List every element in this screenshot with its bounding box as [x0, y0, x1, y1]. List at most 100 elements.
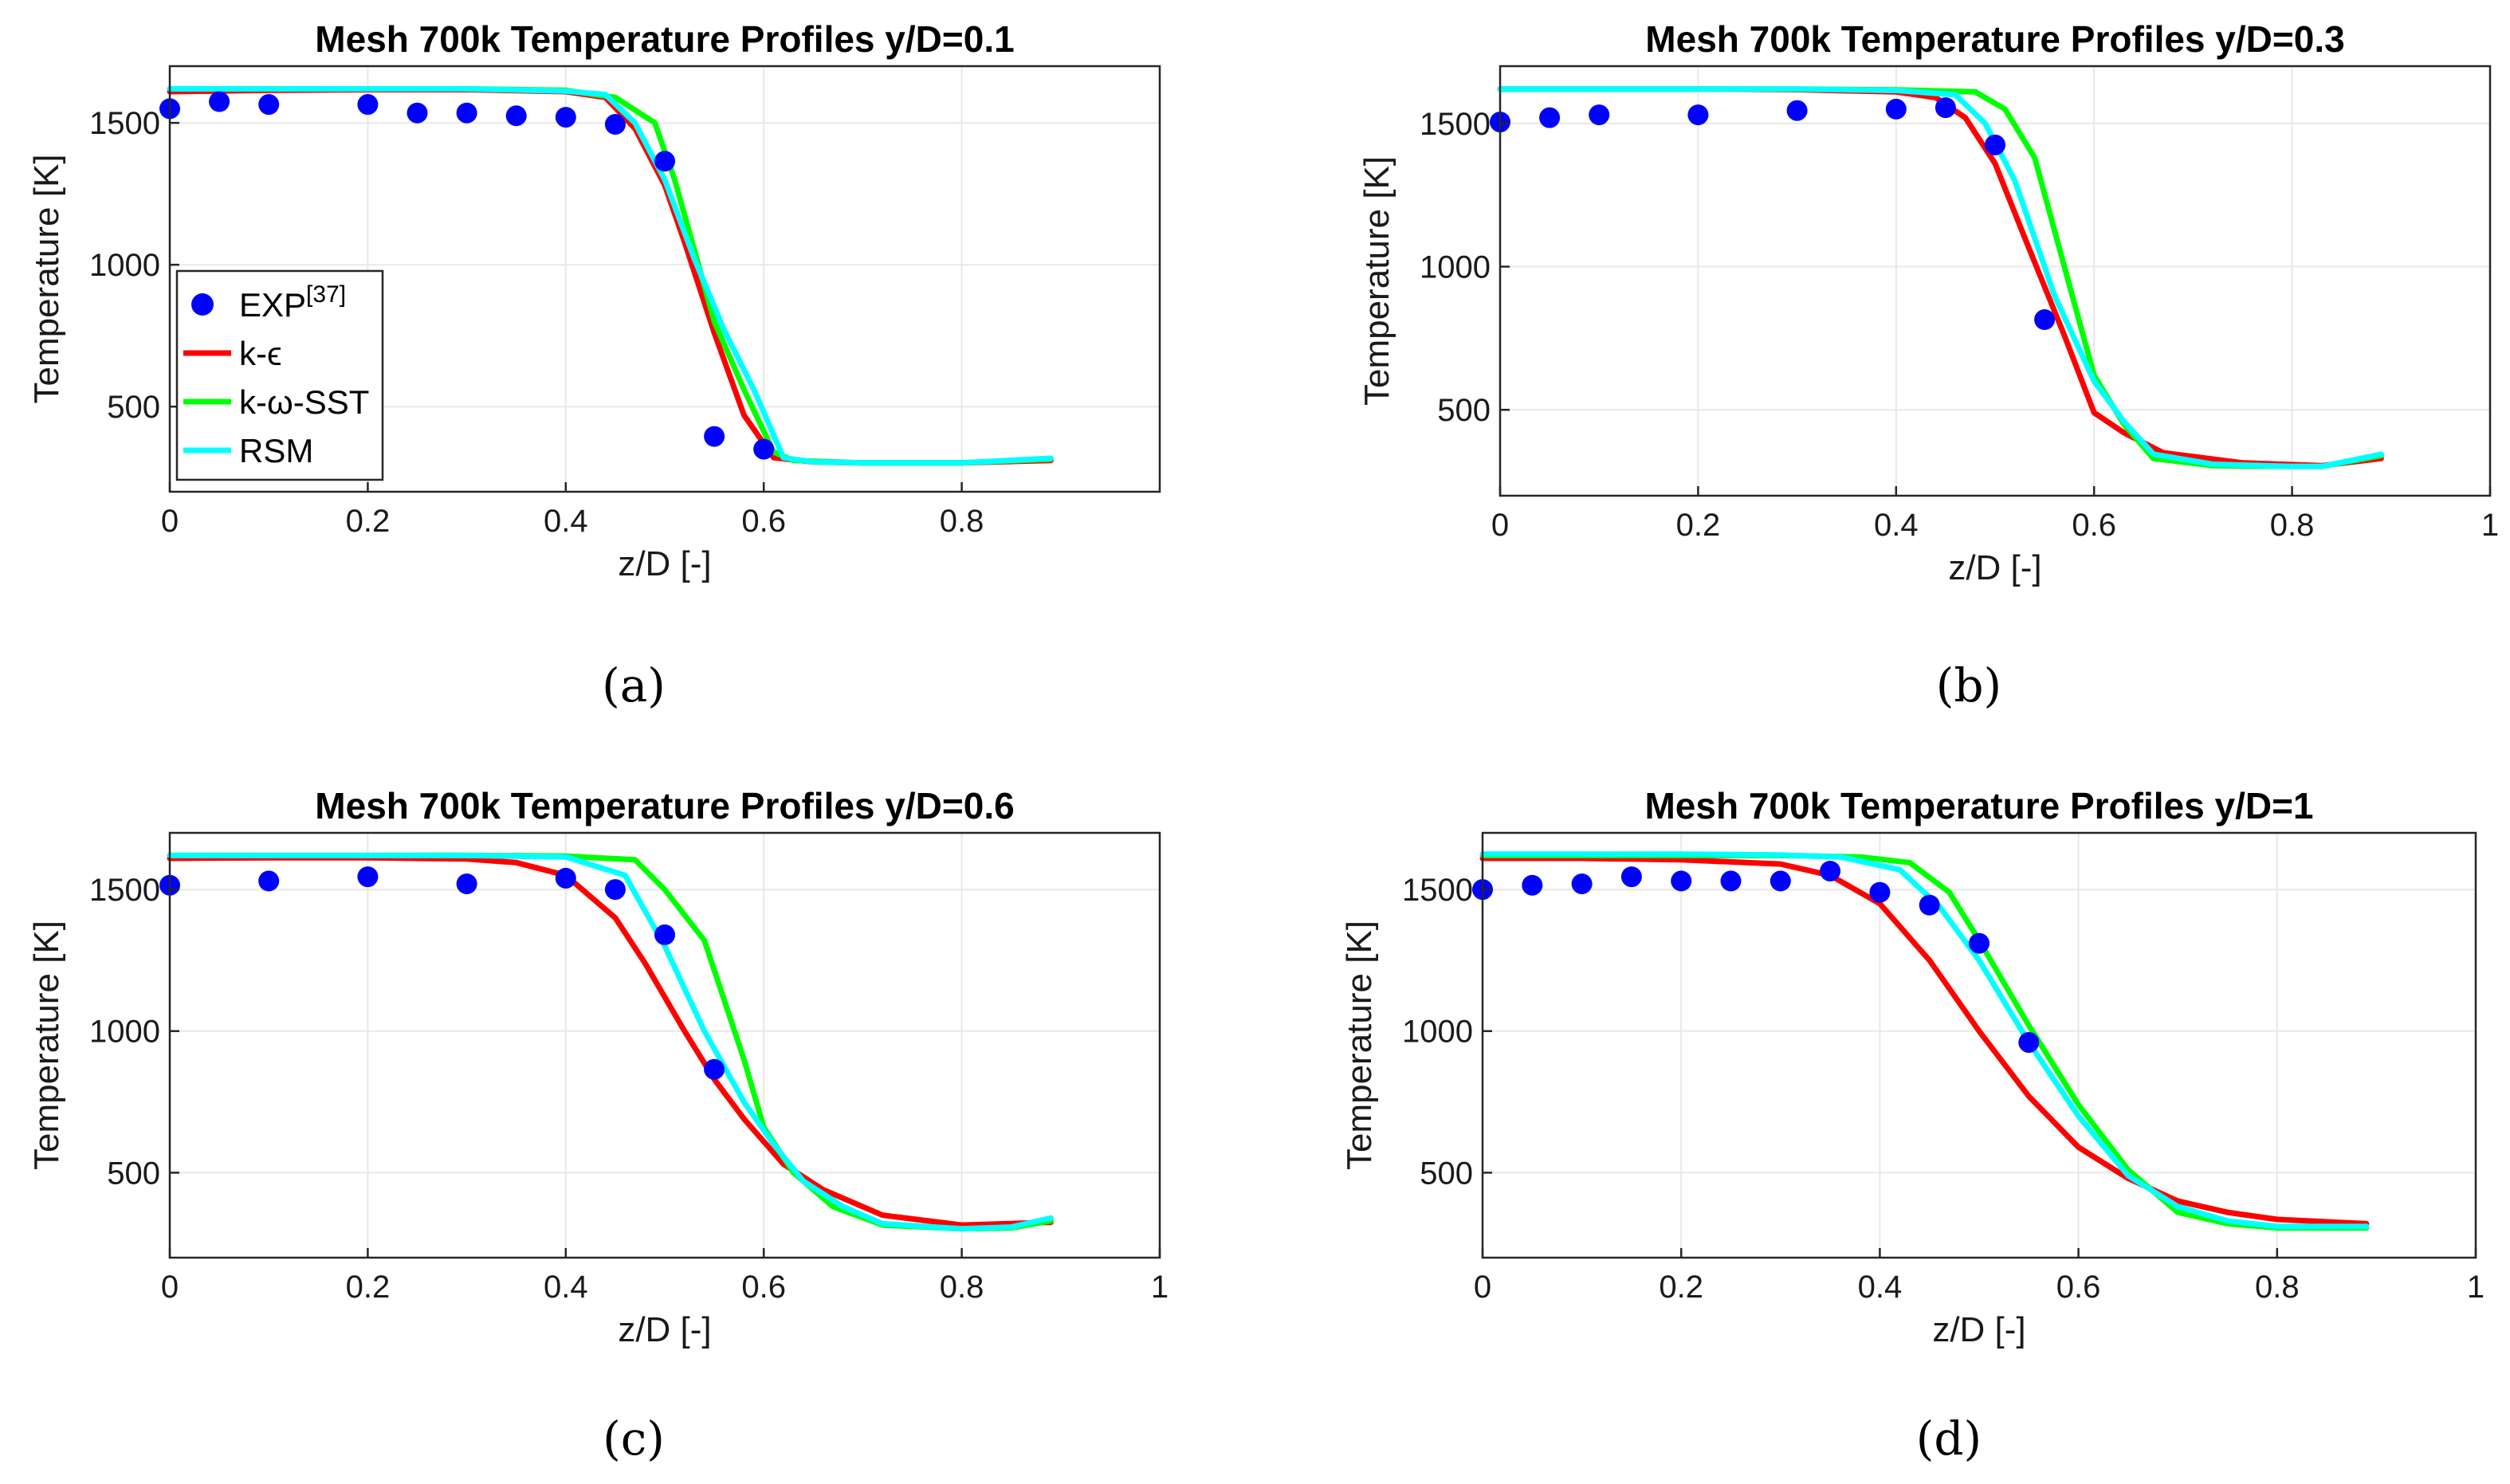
- panel-caption: (d): [1916, 1411, 1982, 1466]
- axes-frame: [1481, 831, 2477, 1259]
- legend-label: k-ϵ: [239, 335, 282, 372]
- exp-data-point: [1770, 870, 1791, 892]
- series-line-rsm: [1497, 86, 2384, 469]
- panel-caption: (b): [1936, 658, 2001, 713]
- series-line-rsm: [167, 86, 1054, 466]
- y-tick-label: 500: [1437, 393, 1491, 428]
- x-tick-label: 0.8: [2255, 1270, 2300, 1305]
- exp-data-point: [654, 151, 675, 172]
- chart-title: Mesh 700k Temperature Profiles y/D=0.3: [1645, 18, 2344, 60]
- x-tick-label: 0.2: [1659, 1270, 1703, 1305]
- y-tick-label: 1500: [1402, 873, 1473, 908]
- exp-data-point: [1589, 104, 1610, 126]
- exp-data-point: [1935, 97, 1956, 119]
- x-axis-label: z/D [-]: [1932, 1310, 2025, 1349]
- exp-data-point: [357, 94, 379, 116]
- exp-data-point: [258, 870, 280, 892]
- exp-data-point: [1522, 874, 1543, 896]
- exp-data-point: [1869, 881, 1891, 903]
- exp-data-point: [704, 426, 725, 447]
- x-axis-label: z/D [-]: [618, 544, 711, 583]
- x-tick-label: 0.6: [2072, 508, 2116, 543]
- exp-data-point: [753, 438, 775, 460]
- x-tick-label: 0: [161, 504, 179, 539]
- exp-data-point: [1885, 98, 1907, 120]
- y-tick-label: 500: [107, 390, 160, 425]
- x-tick-label: 0.6: [741, 1270, 786, 1305]
- x-tick-label: 1: [2481, 508, 2499, 543]
- legend-marker-exp: [191, 293, 214, 316]
- x-tick-label: 0.6: [741, 504, 786, 539]
- y-axis-label: Temperature [K]: [27, 921, 66, 1170]
- axes-frame: [168, 831, 1161, 1259]
- x-tick-label: 0.4: [544, 1270, 588, 1305]
- chart-panel-a: 0 0.2 0.4 0.6 0.8 500 1000 1500 Mesh 700k Temper…: [27, 18, 1161, 713]
- panel-caption: (a): [602, 658, 666, 713]
- x-tick-label: 0.4: [1858, 1270, 1903, 1305]
- legend-label: k-ω-SST: [239, 383, 369, 421]
- x-tick-label: 0.2: [1676, 508, 1721, 543]
- y-axis-label: Temperature [K]: [27, 154, 66, 403]
- exp-data-point: [1671, 870, 1692, 892]
- legend-label: RSM: [239, 432, 313, 469]
- exp-data-point: [209, 91, 230, 112]
- x-tick-label: 0.6: [2056, 1270, 2101, 1305]
- x-tick-label: 0: [1474, 1270, 1491, 1305]
- y-tick-label: 500: [107, 1156, 160, 1191]
- exp-data-point: [456, 102, 477, 124]
- x-axis-label: z/D [-]: [618, 1310, 711, 1349]
- exp-data-point: [1919, 894, 1940, 916]
- plot-area: [170, 833, 1160, 1258]
- y-tick-label: 1000: [89, 248, 160, 283]
- series-line-rsm: [1479, 851, 2370, 1230]
- x-tick-label: 0.8: [940, 1270, 984, 1305]
- x-tick-label: 1: [1151, 1270, 1169, 1305]
- x-axis-label: z/D [-]: [1948, 548, 2041, 587]
- exp-data-point: [258, 94, 280, 116]
- x-tick-label: 0: [161, 1270, 179, 1305]
- exp-data-point: [456, 873, 477, 894]
- exp-data-point: [704, 1058, 725, 1080]
- axes-frame: [1499, 65, 2492, 497]
- exp-data-point: [1786, 100, 1808, 121]
- exp-data-point: [2034, 309, 2056, 331]
- y-tick-label: 1000: [1420, 250, 1491, 285]
- exp-data-point: [1539, 107, 1561, 128]
- x-tick-label: 0: [1491, 508, 1509, 543]
- exp-data-point: [1820, 860, 1841, 881]
- y-axis-label: Temperature [K]: [1340, 921, 1379, 1170]
- legend-superscript: [37]: [306, 281, 346, 308]
- y-tick-label: 500: [1420, 1156, 1473, 1191]
- exp-data-point: [555, 107, 576, 128]
- exp-data-point: [1969, 932, 1990, 954]
- chart-title: Mesh 700k Temperature Profiles y/D=1: [1644, 785, 2313, 826]
- exp-data-point: [654, 924, 675, 945]
- exp-data-point: [407, 102, 428, 124]
- exp-data-point: [1571, 873, 1593, 894]
- exp-data-point: [555, 867, 576, 889]
- axes-frame: [168, 65, 1161, 493]
- series-line-k-epsilon: [167, 854, 1054, 1228]
- panel-caption: (c): [603, 1411, 665, 1466]
- exp-data-point: [1720, 870, 1742, 892]
- x-tick-label: 0.2: [346, 1270, 391, 1305]
- exp-data-point: [357, 866, 379, 888]
- x-tick-label: 0.4: [1874, 508, 1919, 543]
- x-tick-label: 0.2: [346, 504, 391, 539]
- y-axis-label: Temperature [K]: [1357, 156, 1396, 406]
- exp-data-point: [2018, 1031, 2040, 1053]
- series-line-k-epsilon: [1479, 855, 2370, 1227]
- x-tick-label: 0.8: [2270, 508, 2315, 543]
- x-tick-label: 0.4: [544, 504, 588, 539]
- chart-title: Mesh 700k Temperature Profiles y/D=0.6: [315, 785, 1014, 826]
- exp-data-point: [1985, 134, 2005, 155]
- y-tick-label: 1500: [89, 873, 160, 908]
- y-tick-label: 1000: [89, 1015, 160, 1050]
- y-tick-label: 1500: [89, 106, 160, 141]
- exp-data-point: [1687, 104, 1709, 126]
